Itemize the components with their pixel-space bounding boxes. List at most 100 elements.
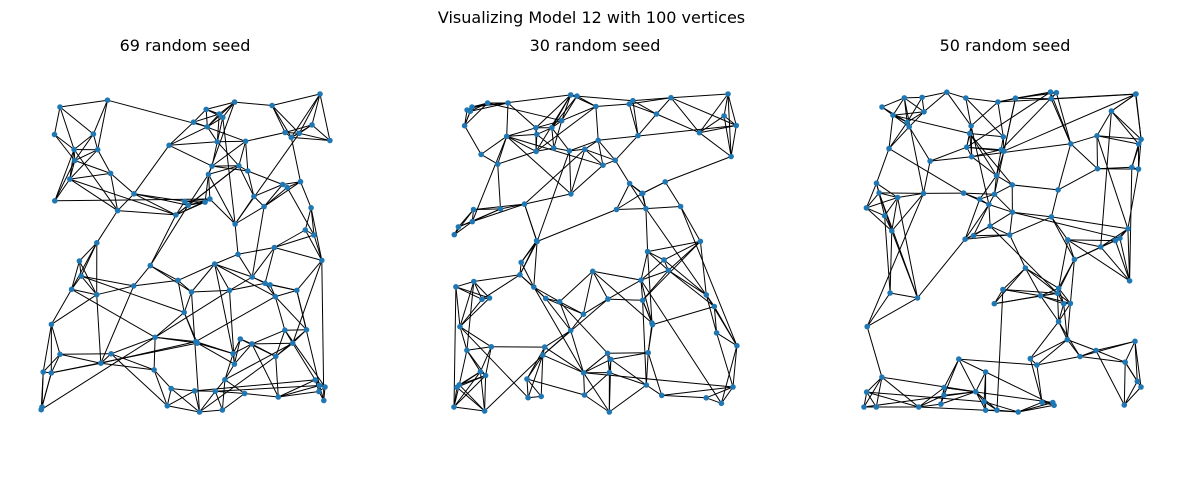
graph-edge (628, 103, 639, 136)
graph-node (986, 201, 992, 208)
graph-edge (1057, 293, 1060, 322)
graph-edge (183, 312, 197, 342)
graph-edge (609, 372, 647, 386)
graph-edge (282, 181, 301, 185)
graph-node (889, 228, 895, 234)
graph-edge (234, 101, 273, 106)
graph-edge (1018, 401, 1043, 413)
graph-edge (251, 329, 286, 345)
graph-node (288, 134, 295, 141)
graph-edge (206, 126, 218, 143)
graph-edge (264, 247, 275, 284)
graph-edge (958, 358, 1037, 366)
graph-node (600, 162, 606, 168)
graph-edge (1009, 234, 1026, 269)
graph-edge (535, 106, 597, 152)
graph-node (879, 374, 885, 381)
graph-edge (975, 371, 987, 392)
graph-edge (1012, 211, 1052, 218)
graph-node (1006, 232, 1013, 238)
graph-node (982, 407, 989, 414)
graph-node (242, 138, 249, 145)
graph-node (1053, 89, 1060, 96)
graph-edge (222, 101, 235, 118)
graph-edge (74, 133, 94, 161)
graph-edge (888, 126, 910, 149)
graph-edge (238, 141, 247, 166)
graph-edge (966, 146, 1004, 152)
graph-edge (705, 294, 738, 346)
graph-edge (193, 109, 207, 123)
graph-node (1050, 399, 1056, 406)
graph-edge (595, 103, 630, 107)
graph-edge (473, 274, 520, 282)
graph-edge (1030, 339, 1068, 360)
graph-edge (989, 225, 1010, 236)
graph-node (451, 404, 457, 410)
graph-edge (59, 106, 94, 135)
graph-node (40, 369, 46, 375)
graph-edge (453, 375, 486, 408)
graph-node (1117, 235, 1123, 241)
graph-edge (535, 94, 572, 129)
graph-edge (466, 281, 475, 351)
graph-edge (668, 270, 715, 307)
graph-edge (680, 206, 738, 346)
graph-edge (863, 376, 883, 408)
graph-edge (71, 260, 80, 290)
graph-edge (506, 135, 604, 166)
graph-edge (300, 181, 312, 208)
graph-node (130, 283, 137, 289)
graph-node (453, 284, 459, 290)
graph-edge (1050, 216, 1069, 241)
graph-node (525, 394, 531, 401)
graph-edge (1079, 340, 1136, 357)
graph-edge (866, 391, 985, 403)
graph-edge (670, 97, 700, 134)
graph-edge (464, 102, 488, 127)
graph-edge (583, 298, 609, 315)
graph-edge (1051, 216, 1128, 230)
graph-node (107, 170, 114, 177)
graph-node (231, 99, 238, 105)
graph-node (131, 191, 137, 197)
graph-node (721, 113, 727, 119)
graph-node (57, 351, 63, 358)
graph-node (451, 231, 458, 238)
graph-edge (720, 345, 738, 404)
graph-edge (42, 324, 52, 373)
graph-node (879, 104, 885, 110)
graph-node (90, 131, 97, 137)
graph-edge (73, 133, 94, 150)
graph-edge (155, 336, 198, 344)
graph-node (551, 145, 557, 151)
graph-node (556, 298, 563, 305)
graph-edge (1002, 289, 1058, 294)
graph-edge (71, 242, 98, 290)
graph-edge (551, 127, 555, 149)
graph-node (185, 202, 191, 208)
graph-edge (1036, 356, 1081, 366)
graph-node (188, 289, 195, 295)
graph-node (193, 338, 199, 345)
graph-edge (470, 102, 509, 112)
graph-node (612, 157, 618, 164)
graph-edge (96, 294, 102, 364)
graph-edge (69, 149, 99, 180)
graph-edge (727, 93, 737, 126)
graph-edge (79, 242, 98, 262)
graph-edge (640, 279, 722, 404)
graph-edge (1129, 167, 1133, 281)
graph-edge (610, 358, 647, 386)
graph-node (517, 272, 523, 278)
graph-node (703, 395, 709, 401)
graph-node (595, 137, 601, 144)
graph-edge (304, 207, 312, 231)
graph-node (1055, 318, 1062, 325)
graph-node (696, 129, 703, 136)
graph-edge (271, 93, 321, 106)
graph-edge (536, 209, 617, 242)
graph-node (1000, 134, 1007, 140)
graph-edge (732, 345, 738, 388)
graph-edge (171, 388, 195, 392)
